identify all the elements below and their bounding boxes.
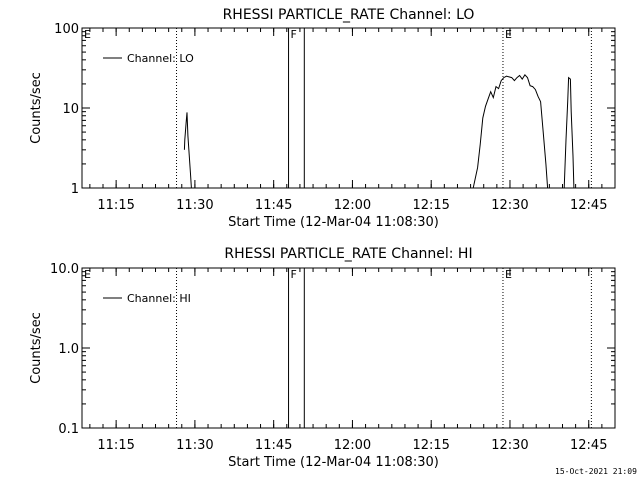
- panel2-x-tick-label: 12:30: [491, 438, 528, 453]
- panel2-chart-title: RHESSI PARTICLE_RATE Channel: HI: [224, 246, 472, 262]
- panel1-y-tick-label: 100: [54, 22, 79, 37]
- panel1-y-tick-label: 10: [62, 102, 79, 117]
- panel2-y-axis-label: Counts/sec: [29, 312, 44, 384]
- panel2-event-marker-label: E: [84, 268, 91, 281]
- panel2-legend-label: Channel: HI: [127, 292, 191, 305]
- panel1-chart-title: RHESSI PARTICLE_RATE Channel: LO: [223, 7, 475, 23]
- panel2-x-tick-label: 11:45: [255, 438, 292, 453]
- panel2-x-tick-label: 11:15: [97, 438, 134, 453]
- panel1-x-tick-label: 12:00: [334, 198, 371, 213]
- panel1-x-tick-label: 11:15: [97, 198, 134, 213]
- panel2-event-marker-label: F: [291, 268, 297, 281]
- panel1-x-tick-label: 12:45: [570, 198, 607, 213]
- panel1-event-marker-label: E: [84, 28, 91, 41]
- panel2-event-marker-label: E: [505, 268, 512, 281]
- panel1-x-tick-label: 11:45: [255, 198, 292, 213]
- panel2-x-axis-label: Start Time (12-Mar-04 11:08:30): [228, 455, 439, 470]
- panel2-y-tick-label: 0.1: [58, 422, 79, 437]
- panel1-event-marker-label: F: [291, 28, 297, 41]
- panel2-x-tick-label: 12:45: [570, 438, 607, 453]
- panel2-x-tick-label: 12:00: [334, 438, 371, 453]
- panel1-x-tick-label: 11:30: [176, 198, 213, 213]
- panel1-series-line: [563, 76, 575, 189]
- panel1-series-line: [472, 73, 549, 189]
- panel2-x-tick-label: 12:15: [412, 438, 449, 453]
- panel1-x-axis-label: Start Time (12-Mar-04 11:08:30): [228, 215, 439, 230]
- panel1-event-marker-label: E: [505, 28, 512, 41]
- footer-timestamp: 15-Oct-2021 21:09: [555, 467, 637, 476]
- panel1-y-tick-label: 1: [71, 182, 79, 197]
- panel2-y-tick-label: 1.0: [58, 342, 79, 357]
- panel1-x-tick-label: 12:15: [412, 198, 449, 213]
- panel2-x-tick-label: 11:30: [176, 438, 213, 453]
- panel2-y-tick-label: 10.0: [50, 262, 79, 277]
- panel1-y-axis-label: Counts/sec: [29, 72, 44, 144]
- panel1-series-line: [183, 112, 192, 189]
- panel1-legend-label: Channel: LO: [127, 52, 194, 65]
- panel1-x-tick-label: 12:30: [491, 198, 528, 213]
